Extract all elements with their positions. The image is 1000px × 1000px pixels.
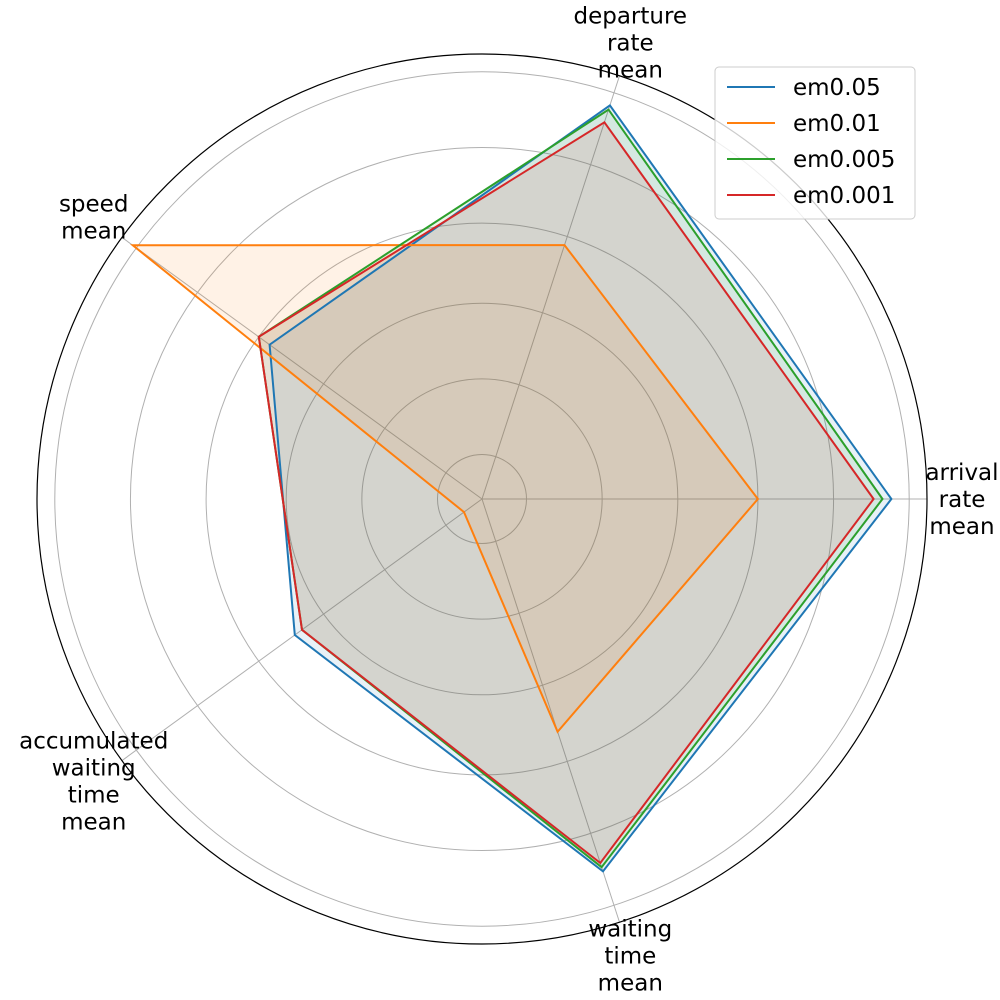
axis-label-line: mean: [61, 218, 126, 244]
legend-label-2: em0.005: [793, 147, 895, 173]
axis-label-4: waiting time mean: [588, 917, 672, 997]
legend-label-1: em0.01: [793, 111, 881, 137]
spoke-1: [481, 75, 620, 500]
axis-label-2: speed mean: [59, 191, 128, 244]
axis-label-line: waiting: [52, 756, 136, 782]
series-fills: [132, 105, 892, 872]
axis-label-line: time: [604, 944, 656, 970]
axis-label-line: mean: [929, 514, 994, 540]
axis-label-line: mean: [598, 971, 663, 997]
axis-label-1: departure rate mean: [573, 4, 687, 84]
axis-label-line: speed: [59, 191, 128, 217]
spoke-2: [121, 237, 483, 500]
axis-label-line: rate: [939, 487, 986, 513]
axis-label-line: accumulated: [19, 729, 168, 755]
legend-label-3: em0.001: [793, 183, 895, 209]
spoke-4: [481, 498, 620, 923]
axis-label-line: departure: [573, 4, 687, 30]
series-fill-0: [269, 105, 892, 872]
legend: em0.05 em0.01 em0.005 em0.001: [714, 66, 916, 220]
axis-label-3: accumulated waiting time mean: [19, 729, 168, 836]
axis-label-line: waiting: [588, 917, 672, 943]
axis-label-line: arrival: [925, 460, 998, 486]
legend-label-0: em0.05: [793, 75, 881, 101]
axis-label-line: mean: [598, 58, 663, 84]
series-line-3: [257, 120, 875, 865]
series-fill-3: [258, 122, 874, 864]
series-fill-2: [258, 109, 883, 868]
axis-label-line: time: [68, 783, 120, 809]
axis-label-line: mean: [61, 810, 126, 836]
series-lines: [129, 104, 893, 873]
legend-box: [714, 66, 916, 220]
series-line-1: [129, 244, 760, 734]
axis-label-0: arrival rate mean: [925, 460, 998, 540]
outer-circle: [36, 53, 928, 945]
series-fill-1: [132, 245, 758, 732]
axis-label-line: rate: [607, 31, 654, 57]
